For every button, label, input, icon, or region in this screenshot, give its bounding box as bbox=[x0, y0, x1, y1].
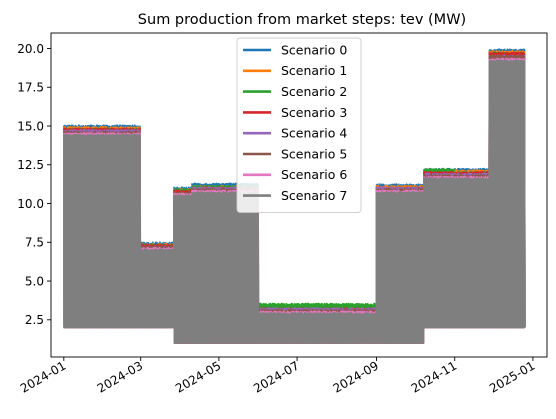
y-tick-label: 20.0 bbox=[17, 42, 44, 56]
legend-label-2: Scenario 2 bbox=[281, 84, 347, 99]
y-tick-label: 12.5 bbox=[17, 158, 44, 172]
legend-label-4: Scenario 4 bbox=[281, 126, 347, 141]
legend-label-7: Scenario 7 bbox=[281, 188, 347, 203]
legend-label-3: Scenario 3 bbox=[281, 105, 347, 120]
y-tick-label: 2.5 bbox=[25, 313, 44, 327]
legend: Scenario 0 Scenario 1 Scenario 2 Scenario 3… bbox=[236, 37, 362, 213]
legend-frame bbox=[236, 37, 362, 213]
legend-label-5: Scenario 5 bbox=[281, 146, 347, 161]
legend-label-0: Scenario 0 bbox=[281, 42, 347, 57]
y-tick-label: 10.0 bbox=[17, 197, 44, 211]
y-tick-label: 17.5 bbox=[17, 81, 44, 95]
y-tick-label: 7.5 bbox=[25, 236, 44, 250]
y-tick-label: 5.0 bbox=[25, 274, 44, 288]
series-line-7 bbox=[63, 59, 526, 344]
series-layer bbox=[63, 48, 526, 344]
legend-label-1: Scenario 1 bbox=[281, 63, 347, 78]
chart-title: Sum production from market steps: tev (M… bbox=[138, 12, 466, 28]
legend-label-6: Scenario 6 bbox=[281, 167, 347, 182]
y-tick-label: 15.0 bbox=[17, 119, 44, 133]
plot-area-frame bbox=[50, 32, 548, 358]
